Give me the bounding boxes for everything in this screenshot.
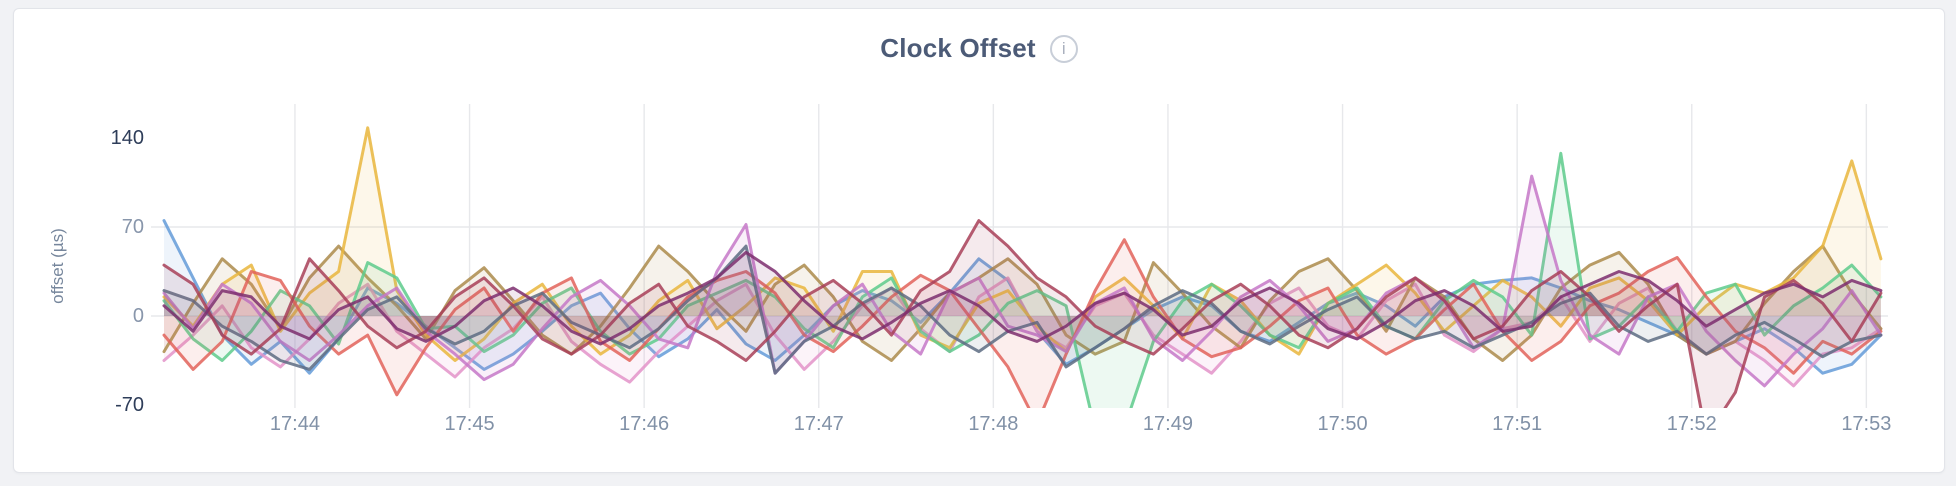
y-tick-label: 0 — [132, 305, 144, 327]
y-tick-label: -70 — [115, 393, 144, 416]
x-tick-label: 17:50 — [1317, 413, 1368, 435]
series-9-wine-line — [162, 219, 1883, 408]
x-tick-label: 17:51 — [1492, 413, 1543, 435]
y-tick-label: 140 — [110, 127, 144, 149]
clock-offset-panel: Clock Offset i offset (µs) 140 70 0 -70 17:… — [13, 8, 1945, 473]
y-tick-label: 70 — [121, 216, 144, 238]
series-10-purple-area — [164, 252, 1881, 344]
series-4-gold-area — [164, 127, 1881, 361]
y-axis-title: offset (µs) — [48, 228, 67, 304]
series-10-purple-line — [162, 250, 1883, 346]
clock-offset-chart: offset (µs) 140 70 0 -70 17:44 17:45 17:46 17:… — [14, 9, 1946, 474]
chart-plot-area[interactable] — [14, 9, 1946, 474]
series-4-gold-line — [162, 126, 1883, 362]
x-tick-label: 17:44 — [269, 413, 320, 435]
series-2-pink-line — [162, 276, 1883, 388]
x-tick-label: 17:45 — [444, 413, 495, 435]
series-group — [162, 126, 1883, 408]
x-tick-label: 17:47 — [793, 413, 844, 435]
x-tick-label: 17:53 — [1841, 413, 1892, 435]
x-tick-label: 17:49 — [1142, 413, 1193, 435]
series-9-wine-area — [164, 220, 1881, 408]
series-7-orchid-area — [164, 176, 1881, 386]
series-7-orchid-line — [162, 174, 1883, 388]
chart-header: Clock Offset i — [14, 33, 1944, 64]
series-6-red-area — [164, 239, 1881, 408]
x-tick-label: 17:52 — [1666, 413, 1717, 435]
x-tick-label: 17:48 — [968, 413, 1019, 435]
x-tick-label: 17:46 — [619, 413, 670, 435]
series-3-khaki-line — [162, 244, 1883, 362]
chart-title: Clock Offset — [880, 33, 1036, 63]
info-icon[interactable]: i — [1049, 34, 1078, 63]
series-8-slate-line — [162, 244, 1883, 375]
